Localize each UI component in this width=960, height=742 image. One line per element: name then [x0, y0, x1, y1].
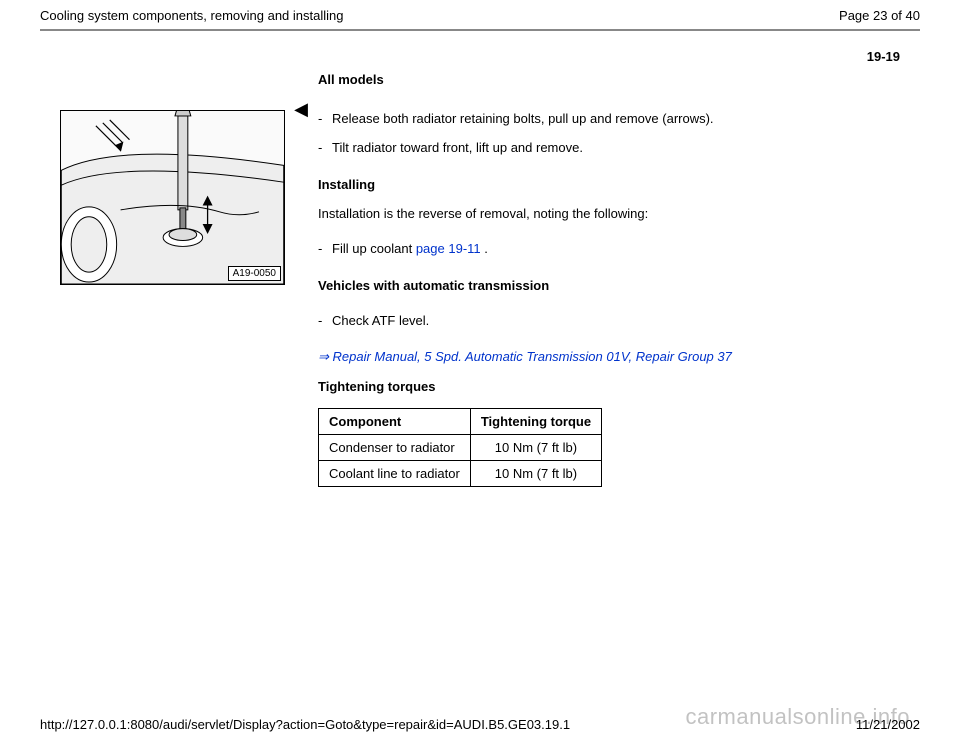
list-item-text-post: .	[481, 241, 488, 256]
content-area: ◀	[0, 72, 960, 487]
page-number-ref: 19-19	[0, 31, 960, 72]
repair-manual-link-text: Repair Manual, 5 Spd. Automatic Transmis…	[333, 349, 732, 364]
page-header: Cooling system components, removing and …	[0, 0, 960, 27]
table-cell: Condenser to radiator	[319, 435, 471, 461]
installing-list: Fill up coolant page 19-11 .	[318, 235, 900, 264]
installing-body: Installation is the reverse of removal, …	[318, 206, 900, 221]
footer-date: 11/21/2002	[856, 717, 920, 732]
table-cell: 10 Nm (7 ft lb)	[470, 435, 601, 461]
table-row: Condenser to radiator 10 Nm (7 ft lb)	[319, 435, 602, 461]
heading-torques: Tightening torques	[318, 379, 900, 394]
page-footer: http://127.0.0.1:8080/audi/servlet/Displ…	[40, 717, 920, 732]
heading-auto-trans: Vehicles with automatic transmission	[318, 278, 900, 293]
table-header-cell: Component	[319, 409, 471, 435]
table-cell: 10 Nm (7 ft lb)	[470, 461, 601, 487]
auto-trans-list: Check ATF level.	[318, 307, 900, 336]
list-item: Fill up coolant page 19-11 .	[318, 235, 900, 264]
list-item: Release both radiator retaining bolts, p…	[318, 105, 900, 134]
page-link[interactable]: page 19-11	[416, 241, 481, 256]
table-cell: Coolant line to radiator	[319, 461, 471, 487]
illustration-column: ◀	[60, 72, 290, 487]
pointer-triangle-icon: ◀	[294, 100, 308, 118]
table-row: Coolant line to radiator 10 Nm (7 ft lb)	[319, 461, 602, 487]
illustration-ref-label: A19-0050	[228, 266, 281, 281]
list-item: Tilt radiator toward front, lift up and …	[318, 134, 900, 163]
radiator-bolt-illustration: A19-0050	[60, 110, 285, 285]
torque-table: Component Tightening torque Condenser to…	[318, 408, 602, 487]
text-column: All models Release both radiator retaini…	[318, 72, 920, 487]
heading-all-models: All models	[318, 72, 900, 87]
heading-installing: Installing	[318, 177, 900, 192]
footer-url: http://127.0.0.1:8080/audi/servlet/Displ…	[40, 717, 570, 732]
all-models-list: Release both radiator retaining bolts, p…	[318, 105, 900, 163]
doc-title: Cooling system components, removing and …	[40, 8, 344, 23]
table-header-cell: Tightening torque	[470, 409, 601, 435]
list-item-text-pre: Fill up coolant	[332, 241, 416, 256]
list-item: Check ATF level.	[318, 307, 900, 336]
page-indicator: Page 23 of 40	[839, 8, 920, 23]
table-header-row: Component Tightening torque	[319, 409, 602, 435]
repair-manual-link[interactable]: Repair Manual, 5 Spd. Automatic Transmis…	[318, 349, 900, 365]
